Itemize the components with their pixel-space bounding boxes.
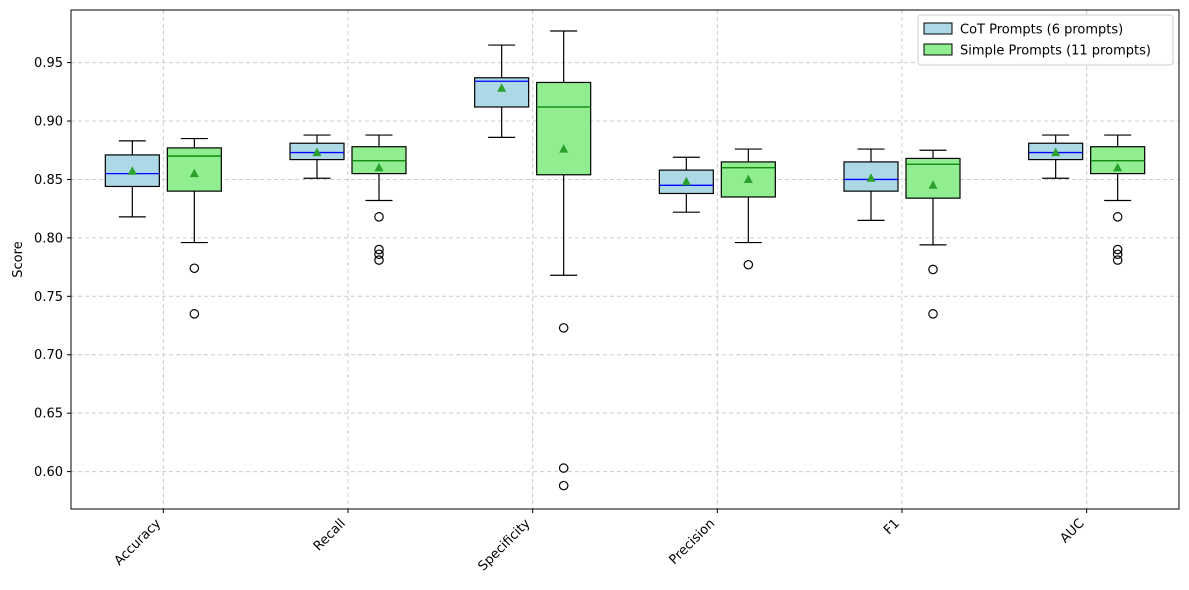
box-recall-simple <box>351 134 407 265</box>
x-tick-label: Precision <box>667 516 719 568</box>
outlier-point <box>1112 255 1123 265</box>
y-axis-label: Score <box>11 241 26 277</box>
legend: CoT Prompts (6 prompts) Simple Prompts (1… <box>917 14 1174 66</box>
outlier-point <box>374 244 384 255</box>
y-tick-label: 0.95 <box>34 56 63 71</box>
outlier-point <box>189 263 200 274</box>
x-tick-label: Specificity <box>476 516 534 574</box>
grid-lines <box>71 10 1179 509</box>
y-tick-label: 0.90 <box>34 115 63 130</box>
x-tick-label: F1 <box>881 516 903 538</box>
mean-marker <box>928 180 938 189</box>
plot-area <box>104 30 1146 491</box>
y-tick-label: 0.85 <box>34 173 63 188</box>
box-specificity-simple <box>536 30 592 491</box>
box-body <box>905 157 961 199</box>
outlier-point <box>558 480 569 491</box>
outlier-point <box>558 323 569 333</box>
mean-marker <box>189 168 199 178</box>
x-tick-label: AUC <box>1057 516 1087 546</box>
x-tick-label: Accuracy <box>112 516 165 569</box>
mean-marker <box>866 173 876 182</box>
mean-marker <box>127 166 137 175</box>
box-accuracy-simple <box>166 137 222 319</box>
y-tick-label: 0.65 <box>34 407 63 422</box>
box-f1-cot <box>843 148 899 221</box>
mean-marker <box>681 176 691 186</box>
box-auc-cot <box>1028 134 1084 179</box>
mean-marker <box>743 174 753 183</box>
box-recall-cot <box>289 134 345 179</box>
mean-marker <box>312 147 322 157</box>
outlier-point <box>1112 249 1123 260</box>
box-body <box>474 77 530 108</box>
outlier-point <box>743 259 754 270</box>
legend-swatch <box>923 43 953 56</box>
x-tick-label: Recall <box>311 516 349 554</box>
legend-label: CoT Prompts (6 prompts) <box>960 23 1123 38</box>
mean-marker <box>374 162 384 172</box>
box-accuracy-cot <box>104 140 160 218</box>
outlier-point <box>374 255 384 265</box>
x-axis: Accuracy Recall Specificity Precision F1 AUC <box>112 509 1087 574</box>
y-tick-label: 0.60 <box>34 465 63 480</box>
box-precision-simple <box>720 148 776 270</box>
y-axis: 0.60 0.65 0.70 0.75 0.80 0.85 0.90 0.95 <box>34 56 71 480</box>
y-tick-label: 0.75 <box>34 290 63 305</box>
outlier-point <box>1112 212 1123 222</box>
legend-box <box>917 14 1174 66</box>
outlier-point <box>928 309 938 319</box>
mean-marker <box>1113 162 1123 172</box>
legend-swatch <box>923 22 953 35</box>
outlier-point <box>558 463 569 473</box>
mean-marker <box>559 144 569 153</box>
outlier-point <box>928 264 938 275</box>
plot-frame <box>70 9 1180 510</box>
outlier-point <box>189 309 200 319</box>
y-tick-label: 0.80 <box>34 231 63 246</box>
outlier-point <box>374 249 384 260</box>
box-specificity-cot <box>474 44 530 138</box>
box-auc-simple <box>1090 134 1146 265</box>
outlier-point <box>1112 244 1123 255</box>
mean-marker <box>497 83 507 92</box>
box-f1-simple <box>905 149 961 319</box>
y-tick-label: 0.70 <box>34 348 63 363</box>
box-precision-cot <box>658 156 714 213</box>
box-body <box>536 81 592 176</box>
outlier-point <box>374 212 384 222</box>
mean-marker <box>1051 147 1061 157</box>
legend-label: Simple Prompts (11 prompts) <box>960 44 1151 59</box>
